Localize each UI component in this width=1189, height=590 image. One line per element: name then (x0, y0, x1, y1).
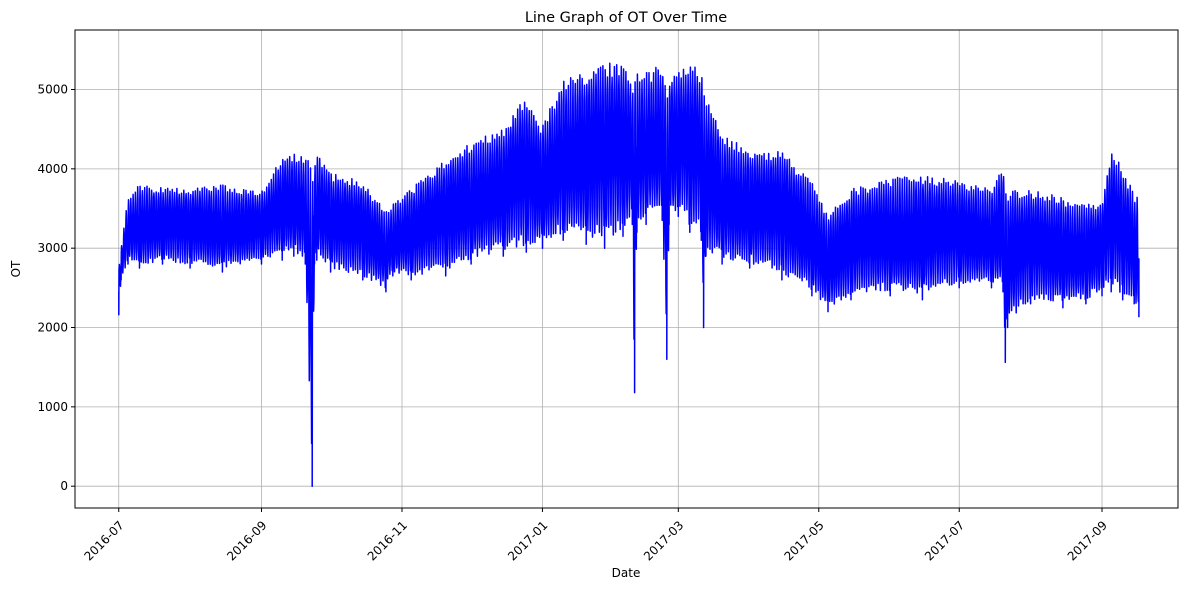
chart-title: Line Graph of OT Over Time (525, 10, 727, 26)
y-axis: 0 1000 2000 3000 4000 5000 (37, 83, 75, 493)
y-tick-label: 3000 (37, 241, 68, 255)
plot-frame (74, 29, 1179, 509)
grid-lines (75, 30, 1178, 508)
y-tick-label: 0 (60, 479, 68, 493)
series-line-ot (118, 62, 1140, 487)
y-axis-title: OT (9, 260, 23, 277)
y-tick-label: 1000 (37, 400, 68, 414)
y-tick-label: 5000 (37, 83, 68, 97)
y-tick-label: 4000 (37, 162, 68, 176)
plot-series (118, 62, 1140, 487)
y-tick-label: 2000 (37, 321, 68, 335)
x-axis-title: Date (612, 566, 641, 580)
